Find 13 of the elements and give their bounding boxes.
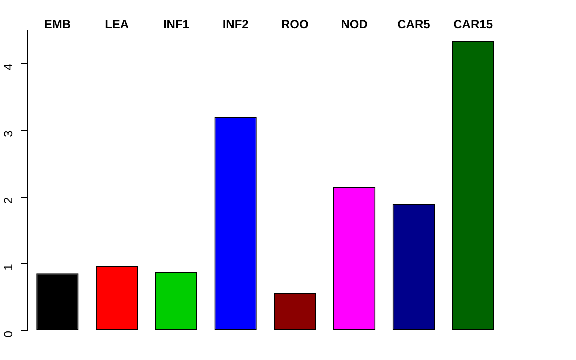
y-tick-label: 1: [1, 264, 16, 271]
x-tick-label: INF1: [163, 18, 190, 32]
x-tick-label: EMB: [44, 18, 72, 32]
x-tick-label: INF2: [222, 18, 250, 32]
y-tick-label: 2: [1, 197, 16, 204]
y-tick-label: 3: [1, 130, 16, 138]
x-tick-label: ROO: [282, 18, 309, 32]
x-tick-label: LEA: [105, 18, 130, 32]
y-tick-label: 0: [1, 330, 16, 338]
y-tick-label: 4: [1, 64, 16, 71]
x-tick-label: CAR5: [398, 18, 431, 32]
x-tick-label: CAR15: [454, 18, 494, 32]
x-tick-label: NOD: [341, 18, 368, 32]
